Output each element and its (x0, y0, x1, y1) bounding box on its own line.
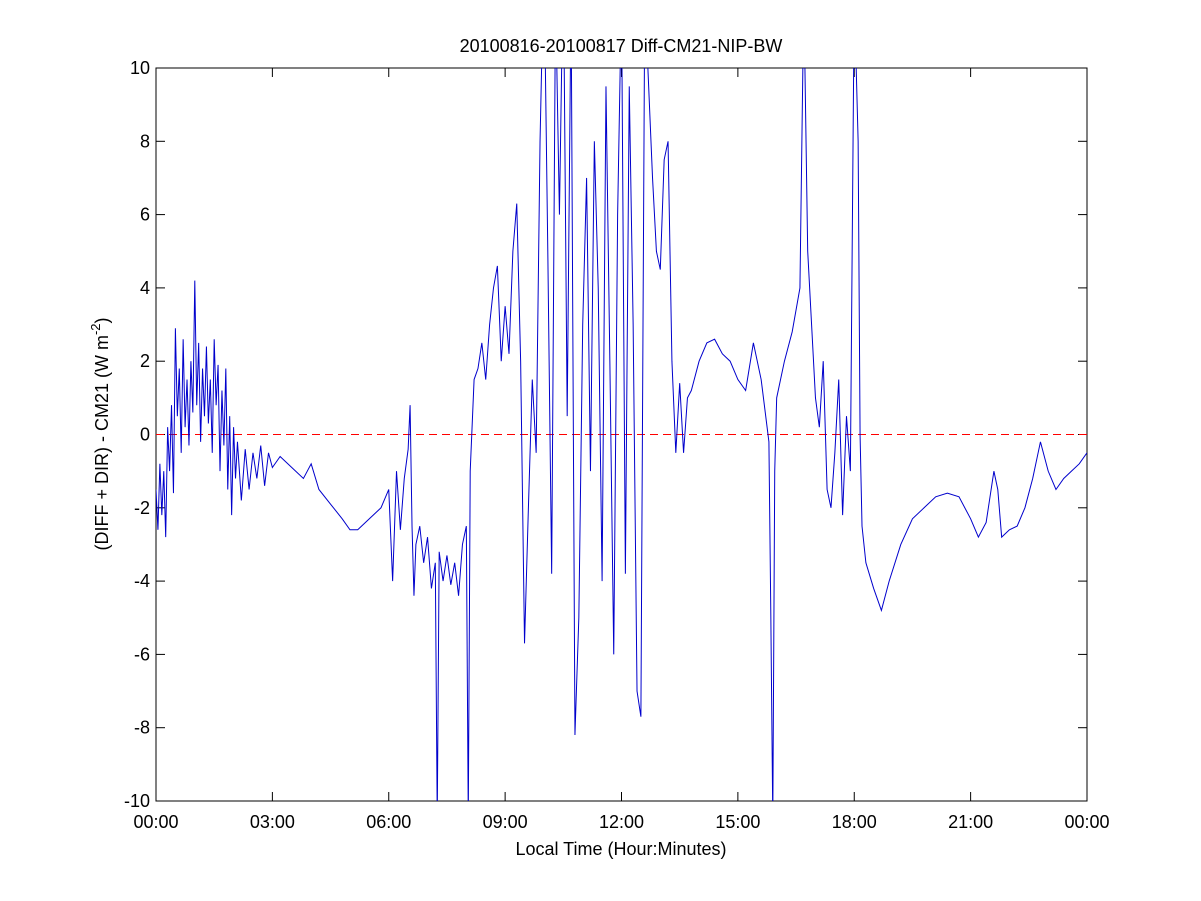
x-tick-label: 15:00 (715, 812, 760, 832)
y-tick-label: 4 (140, 278, 150, 298)
y-label-superscript: -2 (88, 323, 103, 335)
y-label-text: (DIFF + DIR) - CM21 (W m (92, 335, 112, 550)
x-tick-label: 12:00 (599, 812, 644, 832)
y-axis-label: (DIFF + DIR) - CM21 (W m-2) (88, 317, 112, 550)
y-tick-label: 2 (140, 351, 150, 371)
x-tick-label: 18:00 (832, 812, 877, 832)
x-tick-label: 21:00 (948, 812, 993, 832)
x-tick-label: 03:00 (250, 812, 295, 832)
y-tick-label: 10 (130, 58, 150, 78)
y-tick-label: -4 (134, 571, 150, 591)
y-label-suffix: ) (92, 317, 112, 323)
x-tick-label: 06:00 (366, 812, 411, 832)
x-tick-label: 09:00 (483, 812, 528, 832)
x-tick-label: 00:00 (1064, 812, 1109, 832)
x-tick-label: 00:00 (133, 812, 178, 832)
y-tick-label: -10 (124, 791, 150, 811)
y-tick-label: -8 (134, 718, 150, 738)
y-tick-label: -2 (134, 498, 150, 518)
y-tick-label: -6 (134, 644, 150, 664)
y-tick-label: 0 (140, 425, 150, 445)
plot-area (156, 68, 1087, 801)
y-tick-label: 6 (140, 205, 150, 225)
y-tick-label: 8 (140, 131, 150, 151)
x-axis-label: Local Time (Hour:Minutes) (515, 839, 726, 859)
data-line (156, 68, 1087, 801)
chart-title: 20100816-20100817 Diff-CM21-NIP-BW (460, 36, 783, 56)
